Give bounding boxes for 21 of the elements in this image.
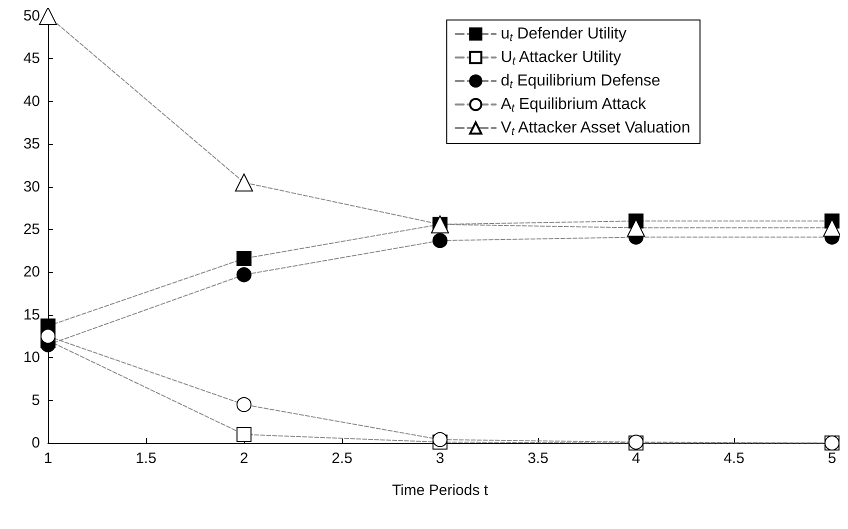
x-tick-label: 4.5 [724,450,744,467]
x-tick-label: 3.5 [528,450,548,467]
y-tick-label: 50 [23,8,40,24]
y-tick-label: 0 [32,434,40,452]
y-tick-label: 5 [32,392,40,409]
y-tick-label: 25 [23,221,40,238]
y-tick-label: 45 [23,50,40,68]
x-tick-label: 2.5 [332,450,352,467]
y-tick-label: 35 [23,136,40,153]
x-tick-label: 3 [436,450,444,467]
x-tick-label: 5 [828,450,836,467]
x-tick-label: 2 [240,450,248,467]
y-tick-label: 40 [23,92,40,110]
y-tick-label: 20 [23,264,40,281]
y-tick-label: 15 [23,306,40,324]
y-tick-label: 10 [23,349,40,366]
x-tick-label: 1 [44,450,52,467]
x-tick-label: 1.5 [136,450,156,467]
x-tick-label: 4 [632,450,640,467]
y-tick-label: 30 [23,178,40,196]
x-axis-title: Time Periods t [392,482,489,499]
